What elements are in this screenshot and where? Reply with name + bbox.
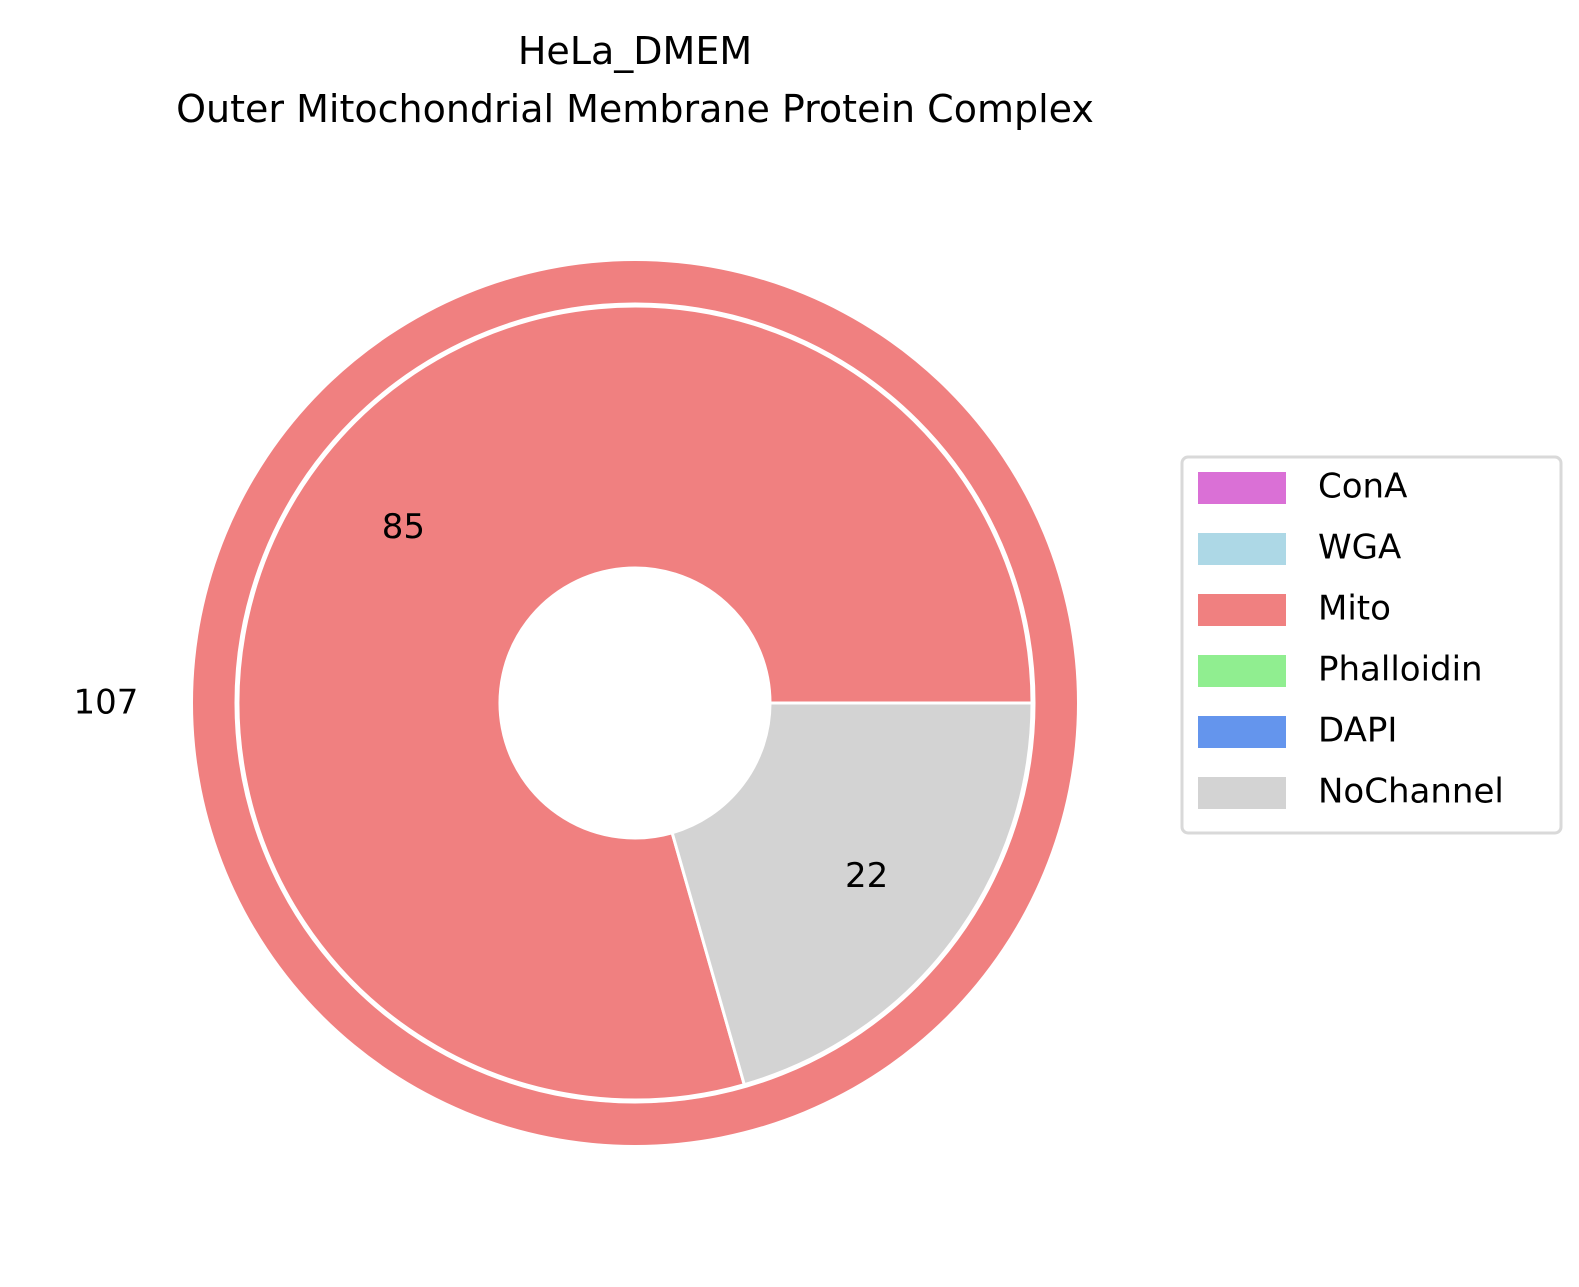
legend-swatch-phalloidin	[1198, 655, 1286, 687]
legend-label-wga: WGA	[1318, 528, 1401, 568]
legend-label-phalloidin: Phalloidin	[1318, 650, 1483, 690]
legend-swatch-dapi	[1198, 716, 1286, 748]
inner-slice-label-mito: 85	[382, 507, 425, 547]
outer-ring	[193, 261, 1077, 1145]
legend-swatch-mito	[1198, 594, 1286, 626]
legend-label-mito: Mito	[1318, 589, 1391, 629]
chart-title-line2: Outer Mitochondrial Membrane Protein Com…	[176, 87, 1094, 131]
legend-label-cona: ConA	[1318, 467, 1407, 507]
legend-swatch-cona	[1198, 472, 1286, 504]
legend-label-nochannel: NoChannel	[1318, 772, 1504, 812]
legend: ConA WGA Mito Phalloidin DAPI NoChannel	[1180, 455, 1563, 835]
legend-swatch-wga	[1198, 533, 1286, 565]
ring-separator	[234, 302, 1036, 1104]
chart-title-line1: HeLa_DMEM	[518, 29, 752, 73]
legend-swatch-nochannel	[1198, 777, 1286, 809]
inner-slice-nochannel	[670, 701, 1034, 1087]
inner-ring: 85 22	[236, 304, 1034, 1102]
outer-ring-total-label: 107	[74, 683, 139, 723]
inner-slice-label-nochannel: 22	[845, 856, 888, 896]
inner-slice-mito	[236, 304, 1034, 1102]
legend-label-dapi: DAPI	[1318, 711, 1397, 751]
